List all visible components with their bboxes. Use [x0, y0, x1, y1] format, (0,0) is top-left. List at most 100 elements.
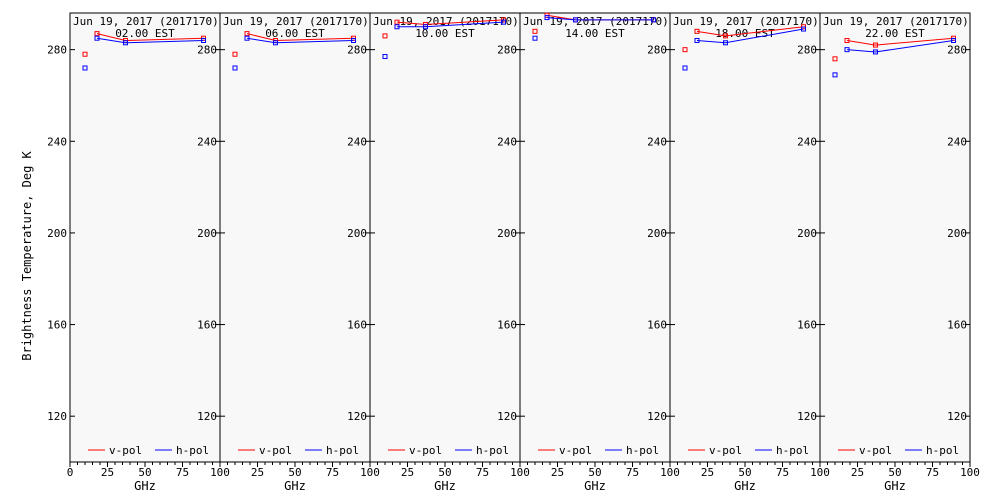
data-point-v-pol — [832, 56, 838, 62]
x-tick-label: 25 — [551, 466, 564, 479]
data-point-h-pol — [544, 15, 550, 21]
y-tick-label: 240 — [47, 135, 67, 148]
y-tick-label: 240 — [347, 135, 367, 148]
series-line-v-pol — [846, 37, 954, 46]
x-tick-label: 50 — [588, 466, 601, 479]
y-tick-label: 200 — [647, 227, 667, 240]
y-tick-label: 160 — [497, 319, 517, 332]
panel-subtitle: 06.00 EST — [265, 27, 325, 40]
y-tick-label: 240 — [497, 135, 517, 148]
panels: Jun 19, 2017 (2017170)02.00 EST120160200… — [47, 12, 980, 493]
y-tick-label: 280 — [647, 44, 667, 57]
y-tick-label: 160 — [797, 319, 817, 332]
data-point-h-pol — [801, 26, 806, 32]
x-tick-label: 75 — [926, 466, 939, 479]
legend-label-h-pol: h-pol — [926, 444, 959, 457]
y-tick-label: 120 — [947, 410, 967, 423]
data-point-h-pol — [532, 35, 538, 41]
x-tick-label: 25 — [251, 466, 264, 479]
data-point-v-pol — [532, 28, 538, 34]
x-tick-label: 25 — [401, 466, 414, 479]
x-tick-label: 25 — [701, 466, 714, 479]
data-point-h-pol — [123, 40, 128, 46]
x-tick-label: 75 — [476, 466, 489, 479]
y-tick-label: 120 — [497, 410, 517, 423]
x-tick-label: 50 — [888, 466, 901, 479]
data-point-h-pol — [201, 37, 206, 43]
data-point-h-pol — [682, 65, 688, 71]
data-point-h-pol — [651, 17, 656, 23]
y-tick-label: 280 — [197, 44, 217, 57]
panel-subtitle: 22.00 EST — [865, 27, 925, 40]
legend-label-v-pol: v-pol — [859, 444, 892, 457]
data-point-v-pol — [94, 31, 100, 37]
y-tick-label: 200 — [797, 227, 817, 240]
plot-area — [369, 12, 521, 463]
series-line-h-pol — [546, 17, 654, 21]
panel-title: Jun 19, 2017 (2017170) — [823, 15, 969, 28]
data-point-v-pol — [244, 31, 250, 37]
y-tick-label: 200 — [197, 227, 217, 240]
legend-label-v-pol: v-pol — [559, 444, 592, 457]
y-tick-label: 240 — [947, 135, 967, 148]
data-point-h-pol — [951, 37, 956, 43]
data-point-h-pol — [723, 40, 728, 46]
x-tick-label: 100 — [510, 466, 530, 479]
data-point-h-pol — [382, 54, 388, 60]
y-tick-label: 280 — [797, 44, 817, 57]
legend-label-v-pol: v-pol — [109, 444, 142, 457]
panel-4: Jun 19, 2017 (2017170)14.00 EST120160200… — [497, 12, 680, 493]
y-tick-label: 280 — [347, 44, 367, 57]
legend-label-h-pol: h-pol — [776, 444, 809, 457]
y-tick-label: 200 — [947, 227, 967, 240]
y-axis-label: Brightness Temperature, Deg K — [20, 150, 34, 360]
data-point-v-pol — [382, 33, 388, 39]
panel-1: Jun 19, 2017 (2017170)02.00 EST 120 160 200… — [47, 12, 230, 493]
y-tick-label: 160 — [347, 319, 367, 332]
x-tick-label: 100 — [210, 466, 230, 479]
panel-title: Jun 19, 2017 (2017170) — [673, 15, 819, 28]
y-tick-label: 120 — [647, 410, 667, 423]
series-line-v-pol — [696, 26, 804, 37]
plot-area — [669, 12, 821, 463]
y-tick-label: 280 — [497, 44, 517, 57]
y-tick-label: 120 — [347, 410, 367, 423]
data-point-h-pol — [273, 40, 278, 46]
plot-area — [69, 12, 221, 463]
y-tick-label: 160 — [947, 319, 967, 332]
x-axis-label: GHz — [134, 479, 156, 493]
series-line-h-pol — [846, 39, 954, 53]
x-axis-label: GHz — [584, 479, 606, 493]
data-point-h-pol — [351, 37, 356, 43]
x-tick-label: 50 — [138, 466, 151, 479]
x-tick-label: 75 — [776, 466, 789, 479]
panel-title: Jun 19, 2017 (2017170) — [223, 15, 369, 28]
panel-subtitle: 14.00 EST — [565, 27, 625, 40]
y-tick-label: 200 — [497, 227, 517, 240]
data-point-h-pol — [244, 35, 250, 41]
x-tick-label: 50 — [738, 466, 751, 479]
x-axis-label: GHz — [884, 479, 906, 493]
y-tick-label: 240 — [197, 135, 217, 148]
panel-2: Jun 19, 2017 (2017170)06.00 EST 120 160 200… — [197, 12, 380, 493]
data-point-v-pol — [394, 19, 400, 25]
legend-label-h-pol: h-pol — [176, 444, 209, 457]
x-tick-label: 100 — [960, 466, 980, 479]
x-tick-label: 25 — [851, 466, 864, 479]
legend-label-h-pol: h-pol — [326, 444, 359, 457]
data-point-h-pol — [94, 35, 100, 41]
data-point-h-pol — [694, 37, 700, 43]
plot-area — [219, 12, 371, 463]
panel-title: Jun 19, 2017 (2017170) — [373, 15, 519, 28]
x-tick-label: 75 — [626, 466, 639, 479]
series-line-h-pol — [696, 28, 804, 44]
x-tick-label: 100 — [810, 466, 830, 479]
x-axis-label: GHz — [734, 479, 756, 493]
y-tick-label: 120 — [797, 410, 817, 423]
legend-label-v-pol: v-pol — [709, 444, 742, 457]
series-line-h-pol — [397, 21, 504, 28]
data-point-h-pol — [82, 65, 88, 71]
data-point-v-pol — [694, 28, 700, 34]
data-point-v-pol — [82, 51, 88, 57]
